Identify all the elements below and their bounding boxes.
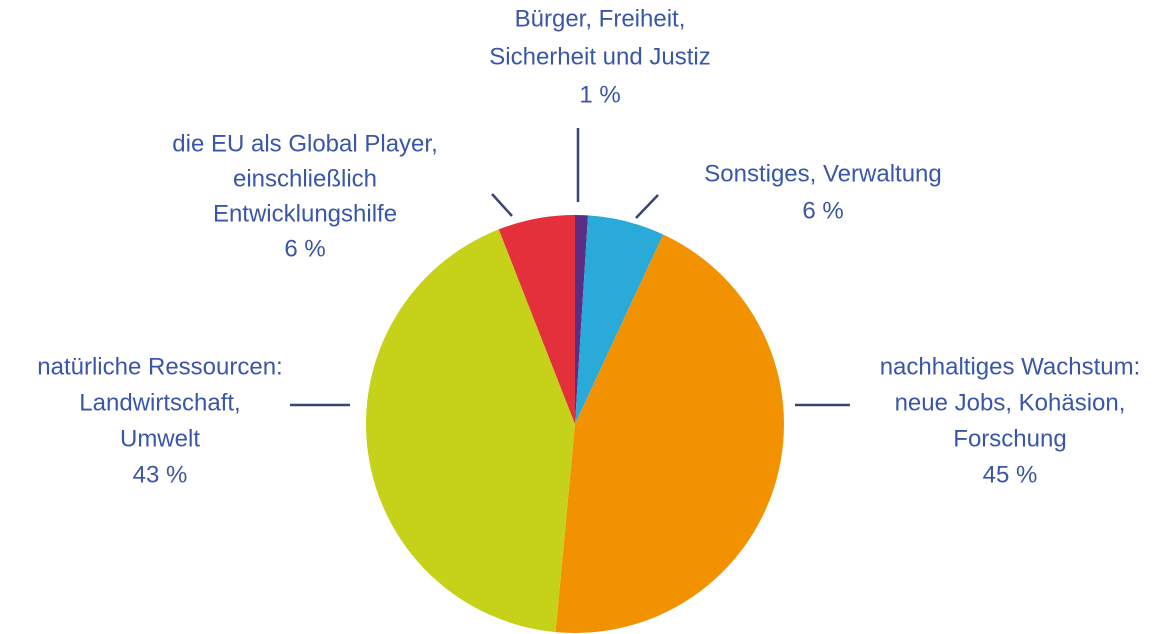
slice-label: Sicherheit und Justiz xyxy=(489,43,710,70)
pie-slice xyxy=(575,215,664,424)
leader-line xyxy=(491,193,513,217)
slice-label: Entwicklungshilfe xyxy=(213,200,397,227)
leader-line xyxy=(635,194,659,219)
slice-label: natürliche Ressourcen: xyxy=(37,353,282,380)
pie-slice xyxy=(366,229,575,633)
slice-label: die EU als Global Player, xyxy=(172,130,437,157)
slice-label: Bürger, Freiheit, xyxy=(515,5,686,32)
slice-label: nachhaltiges Wachstum: xyxy=(880,353,1141,380)
slice-label: neue Jobs, Kohäsion, xyxy=(895,389,1126,416)
value-label: 1 % xyxy=(579,81,620,108)
pie-slice xyxy=(498,215,575,424)
slice-label: einschließlich xyxy=(233,165,377,192)
slice-label: Forschung xyxy=(953,425,1066,452)
slice-label: Sonstiges, Verwaltung xyxy=(704,160,941,187)
pie-slice xyxy=(575,215,588,424)
slice-label: Umwelt xyxy=(120,425,200,452)
value-label: 6 % xyxy=(802,197,843,224)
value-label: 6 % xyxy=(284,235,325,262)
value-label: 45 % xyxy=(983,461,1038,488)
pie-slice xyxy=(555,234,784,633)
value-label: 43 % xyxy=(133,461,188,488)
slice-label: Landwirtschaft, xyxy=(79,389,240,416)
